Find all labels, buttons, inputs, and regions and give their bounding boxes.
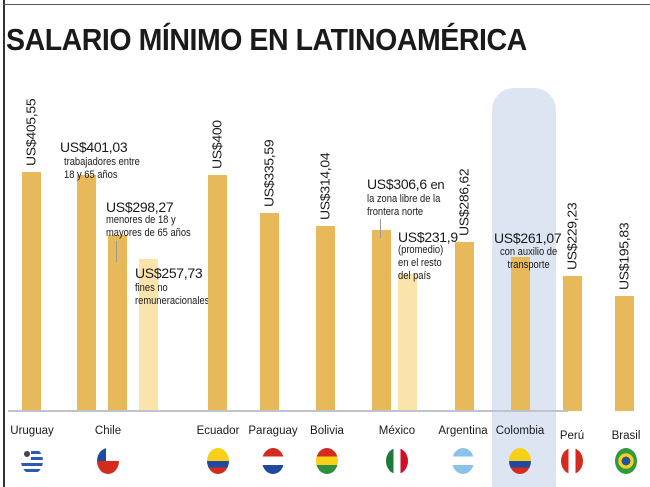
country-label-paraguay: Paraguay <box>248 425 298 437</box>
brasil-flag-icon <box>615 448 637 474</box>
bar-value-label: US$298,27 <box>106 199 174 215</box>
paraguay-flag-icon <box>262 448 284 474</box>
country-label-chile: Chile <box>94 425 122 437</box>
bolivia-flag-icon <box>316 448 338 474</box>
argentina-flag-icon <box>452 448 474 474</box>
uruguay-flag-icon <box>21 448 43 474</box>
country-label-argentina: Argentina <box>438 425 488 437</box>
country-label-uruguay: Uruguay <box>10 425 54 437</box>
country-label-peru: Perú <box>559 430 585 442</box>
bar-note: la zona libre de la frontera norte <box>367 193 441 218</box>
country-label-mexico: México <box>378 425 416 437</box>
bar-note: menores de 18 y mayores de 65 años <box>106 214 191 239</box>
bar-méxico <box>398 274 417 411</box>
ecuador-flag-icon <box>207 448 229 474</box>
bar-argentina <box>455 242 474 411</box>
bar-brasil <box>615 295 634 411</box>
country-label-bolivia: Bolivia <box>310 425 344 437</box>
bar-value-label: US$335,59 <box>261 139 277 208</box>
bar-chile <box>77 174 96 411</box>
mexico-flag-icon <box>386 448 408 474</box>
colombia-flag-icon <box>509 448 531 474</box>
bar-ecuador <box>208 175 227 411</box>
bar-chile <box>139 259 158 411</box>
chile-flag-icon <box>97 448 119 474</box>
bar-uruguay <box>22 172 41 411</box>
chart-title: SALARIO MÍNIMO EN LATINOAMÉRICA <box>6 22 527 57</box>
bar-chile <box>108 235 127 411</box>
frame-border-left <box>3 0 5 487</box>
bar-value-label: US$229,23 <box>564 202 580 270</box>
bar-note: (promedio) en el resto del país <box>398 244 444 282</box>
bar-value-label: US$195,83 <box>616 222 632 290</box>
chile-flag-canton <box>97 448 106 461</box>
bar-value-label: US$401,03 <box>60 139 128 155</box>
bar-value-label: US$286,62 <box>456 168 472 237</box>
bar-paraguay <box>260 213 279 411</box>
leader-line <box>116 241 117 262</box>
bar-méxico <box>372 230 391 411</box>
bar-bolivia <box>316 225 335 411</box>
frame-border-top <box>3 4 650 5</box>
x-axis-baseline <box>8 410 568 412</box>
leader-line <box>380 219 381 238</box>
country-label-colombia: Colombia <box>495 425 545 437</box>
bar-value-label: US$400 <box>209 120 225 170</box>
country-label-brasil: Brasil <box>611 430 641 442</box>
bar-note: fines no remuneracionales <box>135 282 210 307</box>
peru-flag-icon <box>561 448 583 474</box>
uruguay-flag-sun <box>21 448 31 460</box>
bar-perú <box>563 275 582 411</box>
bar-value-label: US$405,55 <box>23 98 39 166</box>
bar-value-label: US$231,9 <box>398 229 458 245</box>
bar-value-label: US$257,73 <box>135 265 203 281</box>
bar-colombia <box>511 257 530 411</box>
bar-note: con auxilio de transporte <box>500 246 558 271</box>
country-label-ecuador: Ecuador <box>196 425 240 437</box>
bar-value-label: US$306,6 en <box>367 176 445 192</box>
bar-note: trabajadores entre 18 y 65 años <box>64 156 140 181</box>
bar-value-label: US$261,07 <box>494 230 562 246</box>
bar-value-label: US$314,04 <box>317 152 333 220</box>
